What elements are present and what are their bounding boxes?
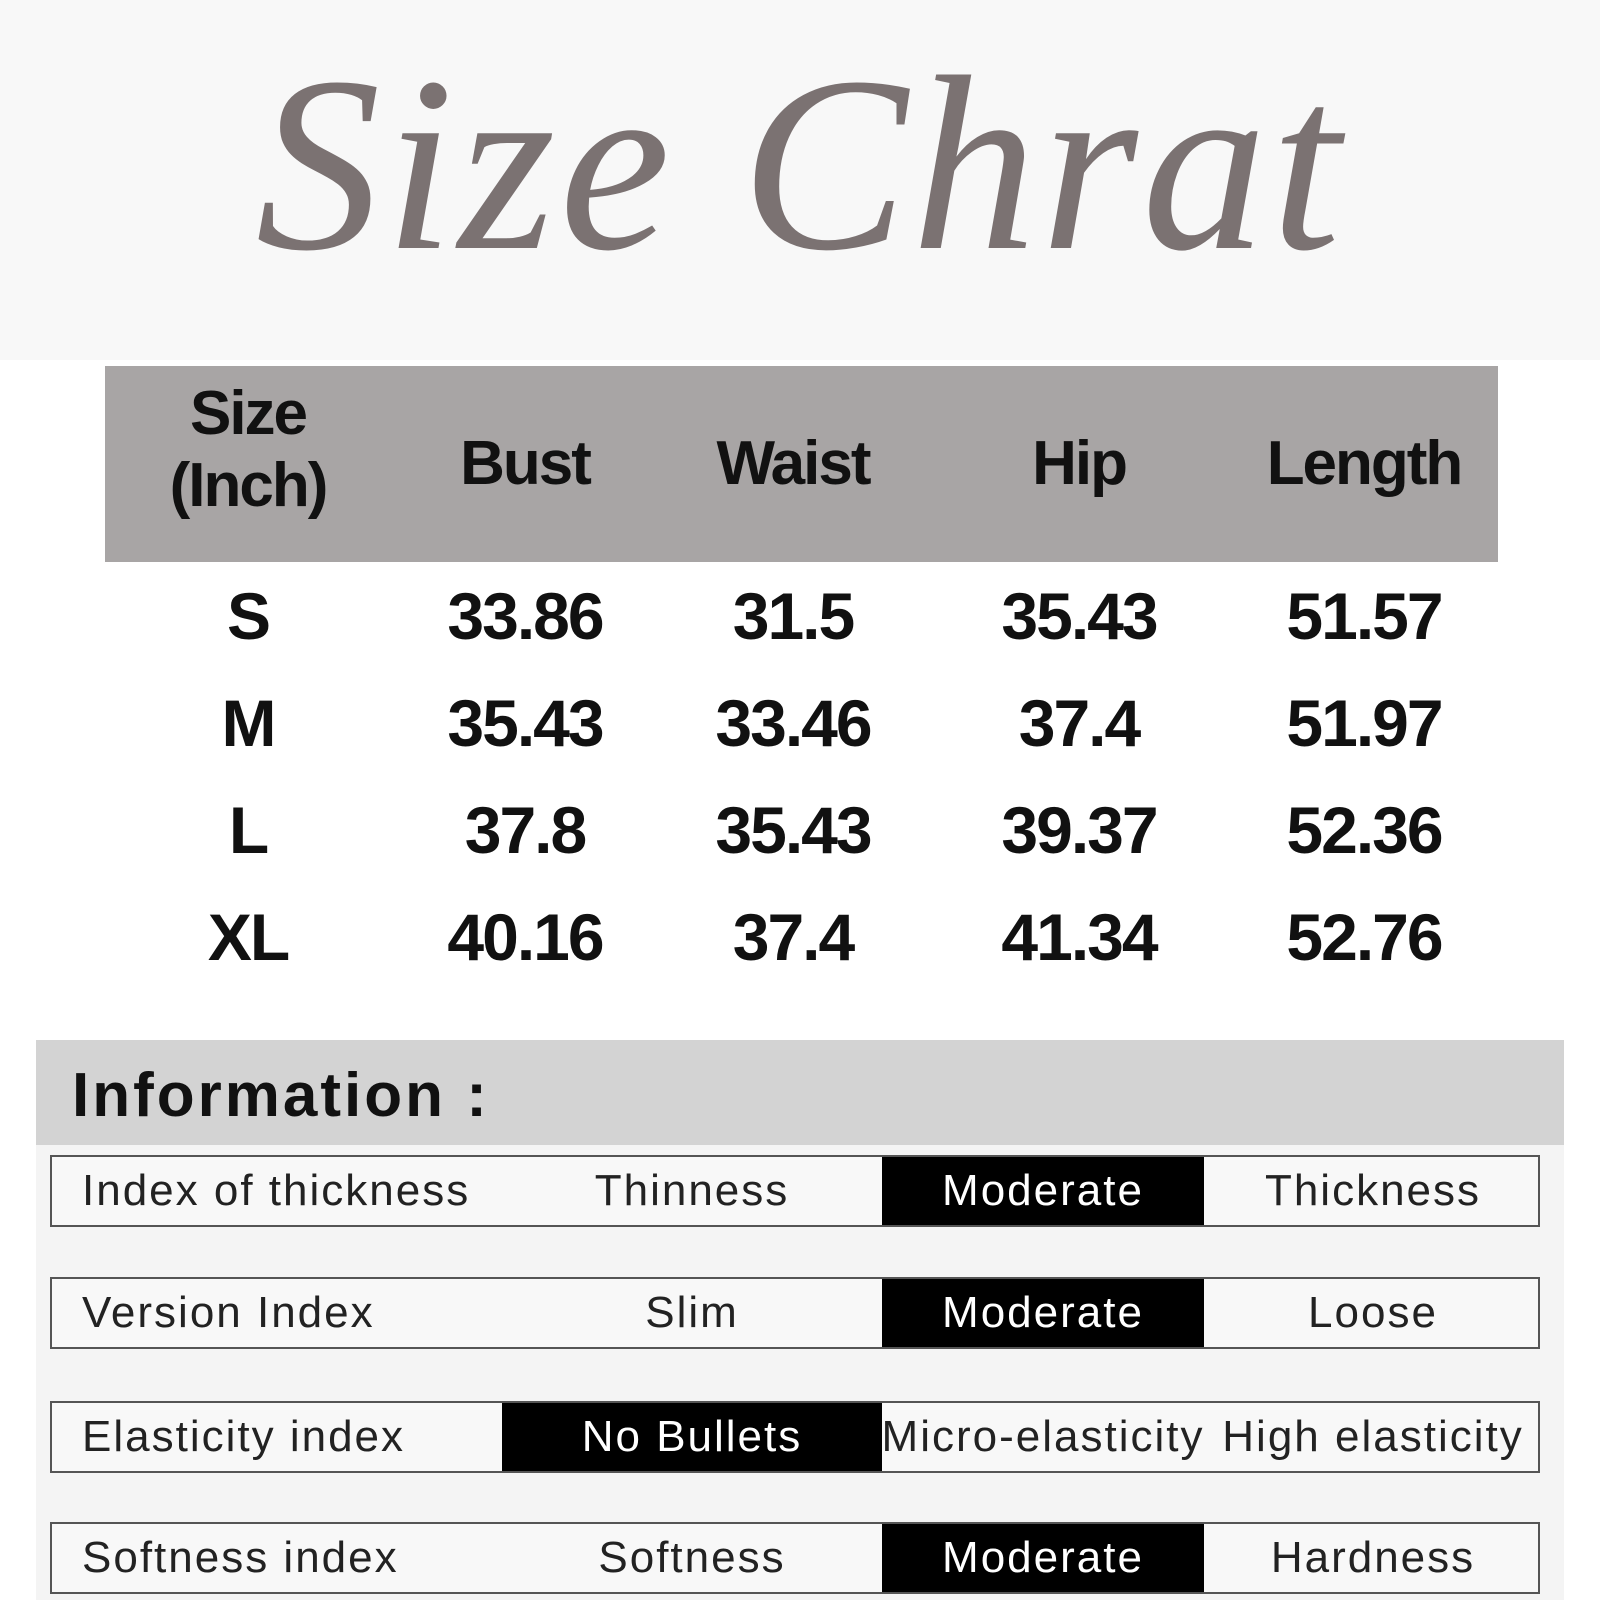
measure-cell: 52.36 <box>1286 793 1443 867</box>
info-title: Information : <box>72 1061 490 1130</box>
info-label: Elasticity index <box>82 1412 406 1461</box>
measure-cell: 37.8 <box>464 793 587 867</box>
info-label: Index of thickness <box>82 1166 471 1215</box>
measure-cell: 37.4 <box>1018 686 1141 760</box>
info-header <box>36 1040 1564 1145</box>
measure-cell: 40.16 <box>447 900 604 974</box>
measure-cell: 31.5 <box>732 579 855 653</box>
info-option: Softness <box>598 1533 786 1582</box>
info-label: Version Index <box>82 1288 375 1337</box>
measure-cell: 41.34 <box>1001 900 1158 974</box>
size-label: M <box>221 686 277 760</box>
info-option: Thinness <box>594 1166 790 1215</box>
measure-cell: 37.4 <box>732 900 855 974</box>
info-option: Hardness <box>1270 1533 1476 1582</box>
info-label: Softness index <box>82 1533 399 1582</box>
info-option: No Bullets <box>502 1403 882 1471</box>
info-option: High elasticity <box>1222 1412 1524 1461</box>
size-label: S <box>226 579 271 653</box>
info-row: Version Index Slim Moderate Loose <box>50 1277 1540 1349</box>
info-option: Thickness <box>1264 1166 1482 1215</box>
size-label: XL <box>207 900 290 974</box>
measure-cell: 35.43 <box>1001 579 1158 653</box>
info-row: Elasticity index No Bullets Micro-elastici… <box>50 1401 1540 1473</box>
info-option: Moderate <box>882 1524 1204 1592</box>
info-option: Moderate <box>882 1279 1204 1347</box>
measure-cell: 51.57 <box>1286 579 1443 653</box>
measure-cell: 39.37 <box>1001 793 1158 867</box>
measure-cell: 51.97 <box>1286 686 1443 760</box>
info-option: Moderate <box>882 1157 1204 1225</box>
info-row: Softness index Softness Moderate Hardness <box>50 1522 1540 1594</box>
table-header <box>105 366 1498 562</box>
info-row: Index of thickness Thinness Moderate Thickn… <box>50 1155 1540 1227</box>
header-cell: Waist <box>716 429 871 498</box>
measure-cell: 35.43 <box>715 793 872 867</box>
info-option: Slim <box>645 1288 739 1337</box>
measure-cell: 33.86 <box>447 579 604 653</box>
measure-cell: 35.43 <box>447 686 604 760</box>
title: Size Chrat <box>0 0 1600 360</box>
header-cell: Size (Inch) <box>169 379 329 520</box>
measure-cell: 33.46 <box>715 686 872 760</box>
header-cell: Hip <box>1032 429 1128 498</box>
info-option: Micro-elasticity <box>881 1412 1205 1461</box>
measure-cell: 52.76 <box>1286 900 1443 974</box>
size-label: L <box>228 793 269 867</box>
header-cell: Length <box>1266 429 1464 498</box>
info-option: Loose <box>1308 1288 1438 1337</box>
header-cell: Bust <box>460 429 592 498</box>
